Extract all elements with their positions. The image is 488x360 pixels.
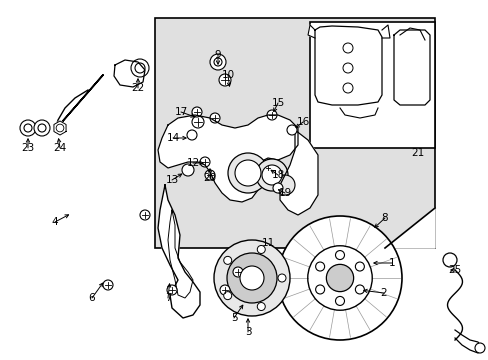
Circle shape — [200, 157, 209, 167]
Text: 18: 18 — [271, 170, 284, 180]
Text: 10: 10 — [221, 70, 234, 80]
Text: 8: 8 — [381, 213, 387, 223]
Circle shape — [335, 251, 344, 260]
Polygon shape — [158, 115, 297, 202]
Circle shape — [20, 120, 36, 136]
Text: 22: 22 — [131, 83, 144, 93]
Circle shape — [232, 267, 243, 277]
Polygon shape — [280, 130, 317, 215]
Text: 20: 20 — [203, 173, 216, 183]
Text: 23: 23 — [21, 143, 35, 153]
Circle shape — [325, 264, 353, 292]
Circle shape — [34, 120, 50, 136]
Circle shape — [131, 59, 149, 77]
Circle shape — [442, 253, 456, 267]
Text: 9: 9 — [214, 50, 221, 60]
Circle shape — [209, 113, 220, 123]
Circle shape — [315, 285, 324, 294]
Circle shape — [274, 175, 294, 195]
Circle shape — [167, 285, 177, 295]
Text: 4: 4 — [52, 217, 58, 227]
Circle shape — [235, 160, 261, 186]
Text: 6: 6 — [88, 293, 95, 303]
Bar — [155, 18, 434, 248]
Text: 1: 1 — [388, 258, 394, 268]
Circle shape — [186, 130, 197, 140]
Polygon shape — [384, 208, 434, 248]
Circle shape — [220, 285, 229, 295]
Circle shape — [286, 125, 296, 135]
Circle shape — [278, 216, 401, 340]
Text: 7: 7 — [164, 293, 171, 303]
Circle shape — [182, 164, 194, 176]
Polygon shape — [381, 25, 389, 38]
Circle shape — [38, 124, 46, 132]
Circle shape — [224, 292, 231, 300]
Circle shape — [266, 110, 276, 120]
Text: 25: 25 — [447, 265, 461, 275]
Text: 13: 13 — [165, 175, 178, 185]
Text: 24: 24 — [53, 143, 66, 153]
Text: 19: 19 — [278, 188, 291, 198]
Circle shape — [140, 210, 150, 220]
Circle shape — [474, 343, 484, 353]
Circle shape — [192, 107, 202, 117]
Circle shape — [214, 240, 289, 316]
Circle shape — [262, 165, 282, 185]
Text: 12: 12 — [186, 158, 199, 168]
Polygon shape — [114, 60, 145, 87]
Text: 16: 16 — [296, 117, 309, 127]
Circle shape — [355, 262, 364, 271]
Circle shape — [315, 262, 324, 271]
Text: 11: 11 — [261, 238, 274, 248]
Bar — [309, 22, 434, 148]
Text: 21: 21 — [410, 148, 424, 158]
Circle shape — [227, 153, 267, 193]
Circle shape — [224, 256, 231, 264]
Circle shape — [135, 63, 145, 73]
Circle shape — [24, 124, 32, 132]
Polygon shape — [393, 30, 429, 105]
Text: 17: 17 — [174, 107, 187, 117]
Text: 2: 2 — [380, 288, 386, 298]
Circle shape — [209, 54, 225, 70]
Circle shape — [192, 116, 203, 128]
Circle shape — [257, 246, 264, 253]
Circle shape — [272, 183, 283, 193]
Circle shape — [264, 164, 271, 172]
Polygon shape — [158, 185, 200, 318]
Circle shape — [355, 285, 364, 294]
Circle shape — [219, 74, 230, 86]
Circle shape — [214, 58, 222, 66]
Polygon shape — [54, 121, 66, 135]
Circle shape — [256, 159, 287, 191]
Circle shape — [103, 280, 113, 290]
Polygon shape — [314, 26, 381, 105]
Circle shape — [257, 302, 264, 311]
Circle shape — [226, 253, 276, 303]
Circle shape — [240, 266, 264, 290]
Text: 15: 15 — [271, 98, 284, 108]
Text: 5: 5 — [230, 313, 237, 323]
Circle shape — [335, 296, 344, 305]
Text: 14: 14 — [166, 133, 179, 143]
Circle shape — [204, 170, 215, 180]
Polygon shape — [307, 25, 314, 38]
Circle shape — [278, 274, 285, 282]
Text: 3: 3 — [244, 327, 251, 337]
